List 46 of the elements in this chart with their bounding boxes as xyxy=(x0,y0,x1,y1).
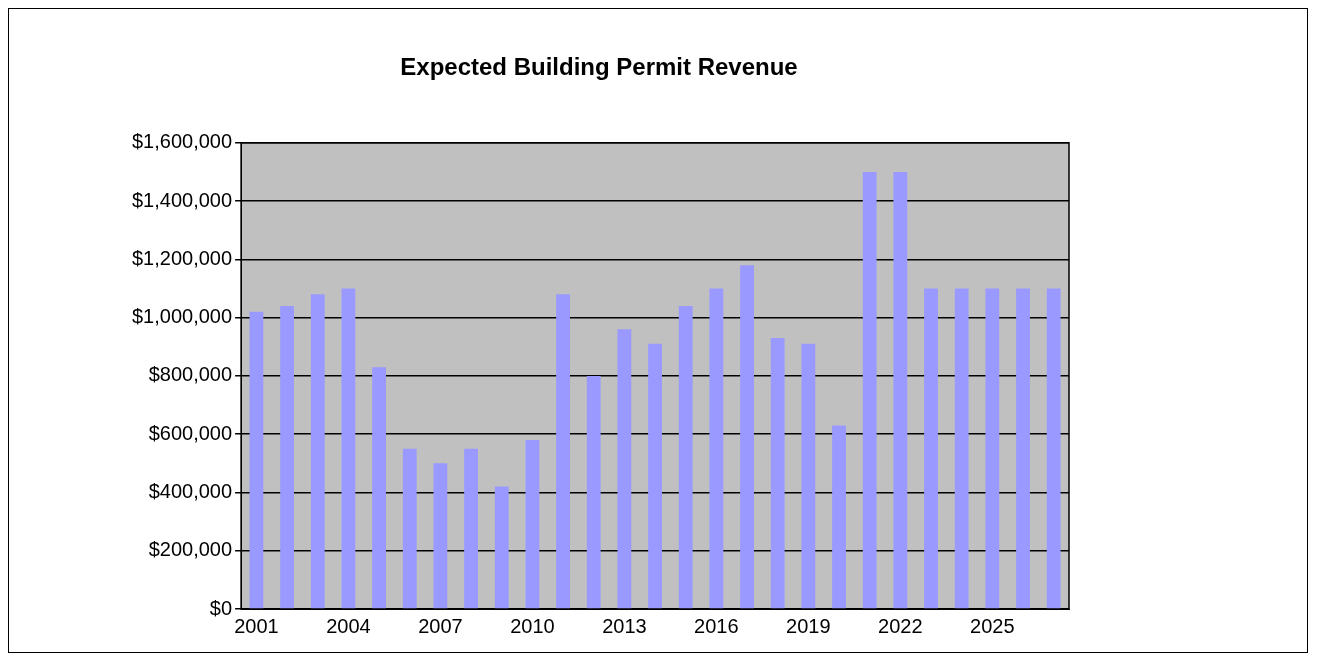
bar xyxy=(862,171,877,609)
x-tick-label: 2007 xyxy=(418,614,463,637)
bar xyxy=(709,288,724,609)
x-tick-label: 2004 xyxy=(326,614,371,637)
bar xyxy=(648,343,662,609)
bar xyxy=(494,486,509,609)
x-tick-label: 2016 xyxy=(694,614,739,637)
y-tick-label: $1,200,000 xyxy=(131,246,233,269)
y-tick-label: $1,000,000 xyxy=(131,305,233,328)
bar xyxy=(280,305,294,609)
bar xyxy=(249,311,264,609)
bar xyxy=(372,367,386,609)
bar xyxy=(310,294,325,609)
bar xyxy=(341,288,356,609)
x-tick-label: 2025 xyxy=(970,614,1015,637)
bar xyxy=(954,288,969,609)
y-tick-label: $800,000 xyxy=(148,363,233,386)
bar xyxy=(740,265,754,609)
bar xyxy=(617,329,632,609)
bar xyxy=(678,305,693,609)
y-tick-label: $200,000 xyxy=(148,538,233,561)
x-tick-label: 2001 xyxy=(234,614,279,637)
x-tick-label: 2013 xyxy=(602,614,647,637)
bar xyxy=(1016,288,1030,609)
bar xyxy=(586,375,601,609)
bar xyxy=(402,448,417,609)
bar xyxy=(556,294,570,609)
x-tick-label: 2019 xyxy=(786,614,831,637)
x-tick-label: 2022 xyxy=(878,614,923,637)
bar xyxy=(924,288,938,609)
y-tick-label: $0 xyxy=(209,596,233,619)
bar xyxy=(985,288,1000,609)
y-tick-label: $600,000 xyxy=(148,421,233,444)
bar xyxy=(1046,288,1061,609)
bar xyxy=(832,425,846,609)
y-tick-label: $1,400,000 xyxy=(131,188,233,211)
bar xyxy=(770,338,785,609)
bar xyxy=(801,343,816,609)
bar xyxy=(525,440,540,609)
y-tick-label: $400,000 xyxy=(148,479,233,502)
x-tick-label: 2010 xyxy=(510,614,555,637)
y-tick-label: $1,600,000 xyxy=(131,130,233,153)
bar xyxy=(433,463,448,609)
chart-title: Expected Building Permit Revenue xyxy=(400,53,798,81)
bar xyxy=(464,448,478,609)
bar xyxy=(893,171,908,609)
